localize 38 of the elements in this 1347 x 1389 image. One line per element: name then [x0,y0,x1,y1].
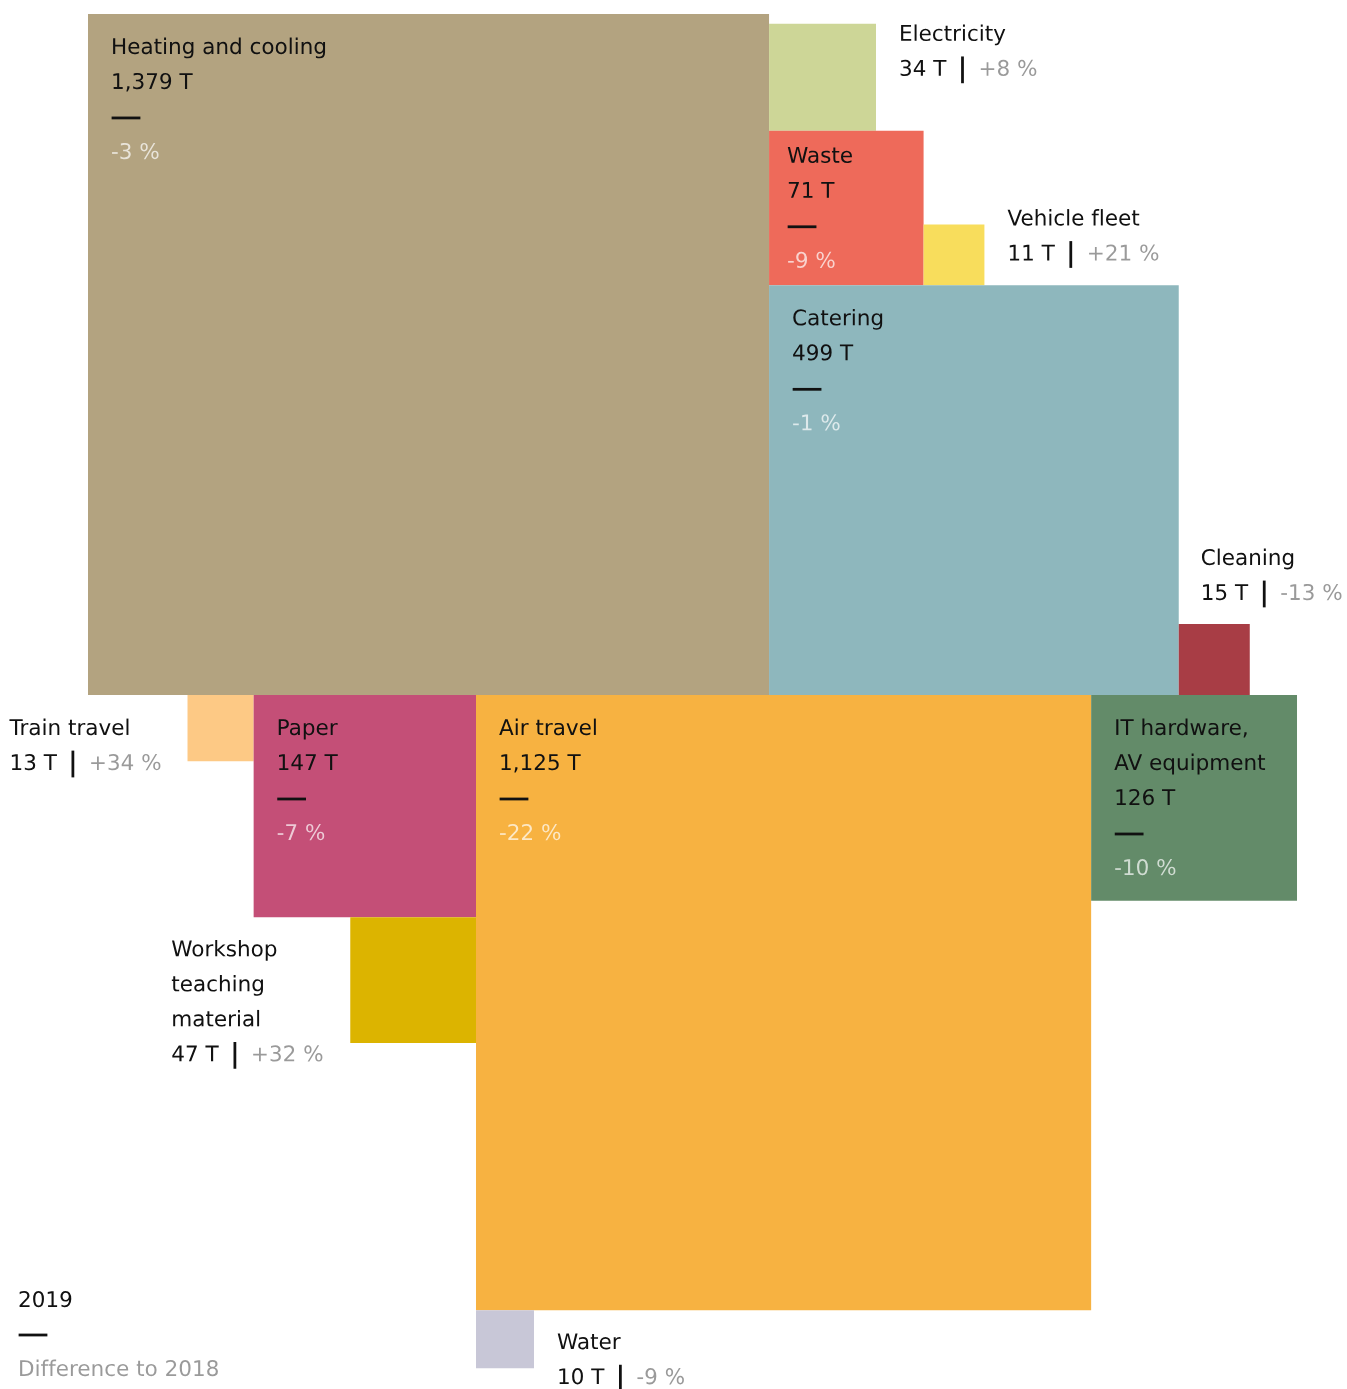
data-label: 71 T [788,182,835,198]
data-label: 1,379 T [113,72,193,92]
data-label: +21 % [1089,244,1159,261]
category-label: Workshop teaching material [171,939,277,1027]
data-label: -3 % [112,142,159,160]
category-label: Train travel [9,718,129,736]
data-label: -22 % [500,823,561,841]
data-label: 15 T [1203,584,1249,601]
category-label: Heating and cooling [113,37,326,59]
data-label: 10 T [559,1368,605,1385]
data-label: 11 T [1009,244,1055,261]
category-label: Vehicle fleet [1007,209,1140,226]
category-label: Cleaning [1201,548,1294,570]
category-label: Electricity [901,24,1006,46]
data-label: 1,125 T [501,753,581,773]
text: 2019 [19,1290,72,1308]
category-label: Air travel [499,718,596,736]
category-label: Catering [793,308,883,330]
data-label: +32 % [253,1045,323,1062]
data-label: 47 T [172,1045,219,1062]
data-label: -9 % [637,1368,684,1385]
category-label: Paper [278,719,338,740]
category-label: Water [557,1333,621,1350]
data-label: 147 T [279,754,338,770]
data-label: 126 T [1116,788,1176,806]
category-label: Waste [787,147,852,164]
data-label: -10 % [1115,858,1176,876]
data-label: 34 T [900,59,947,77]
data-label: -1 % [793,414,840,431]
data-label: -13 % [1281,583,1342,601]
legend-label: Difference to 2018 [20,1359,218,1377]
data-label: 499 T [793,344,854,361]
data-label: +34 % [91,753,161,771]
category-label: IT hardware, AV equipment [1114,718,1266,775]
data-label: -9 % [788,251,835,269]
data-label: -7 % [277,823,325,841]
data-label: 13 T [11,753,57,771]
data-label: +8 % [980,59,1037,77]
